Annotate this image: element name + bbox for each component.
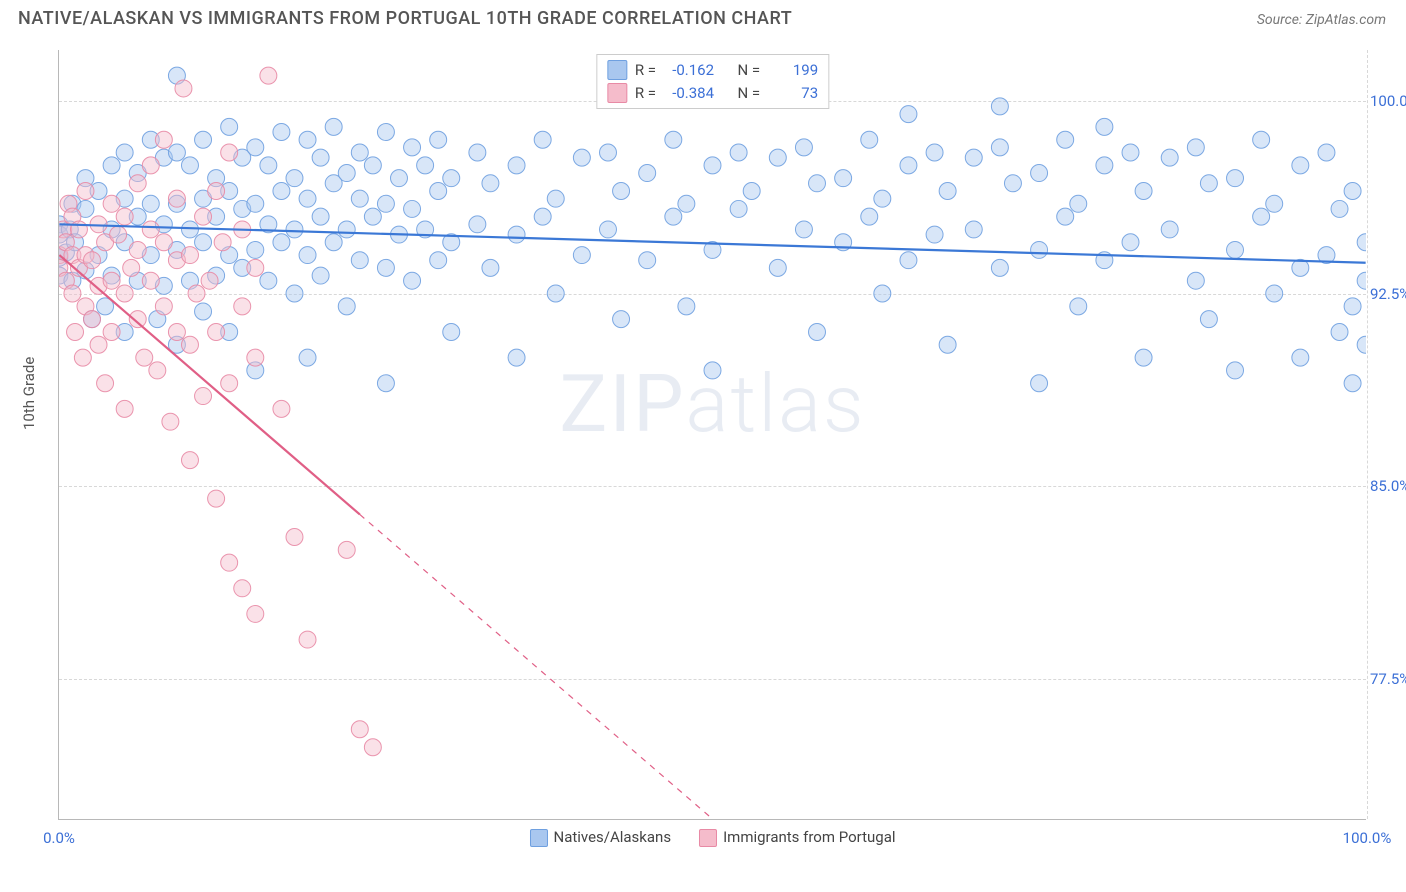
legend-swatch-blue-icon <box>529 829 547 847</box>
r-value-1: -0.162 <box>664 59 714 82</box>
swatch-blue-icon <box>607 60 627 80</box>
legend-swatch-pink-icon <box>699 829 717 847</box>
legend-bottom: Natives/Alaskans Immigrants from Portuga… <box>529 828 895 847</box>
y-tick-label: 92.5% <box>1370 285 1406 303</box>
y-tick-label: 85.0% <box>1370 477 1406 495</box>
swatch-pink-icon <box>607 83 627 103</box>
y-tick-label: 77.5% <box>1370 670 1406 688</box>
stats-row-2: R = -0.384 N = 73 <box>607 82 818 105</box>
n-label: N = <box>738 59 761 82</box>
r-value-2: -0.384 <box>664 82 714 105</box>
legend-item-1: Natives/Alaskans <box>529 828 671 847</box>
y-axis-label: 10th Grade <box>20 357 38 430</box>
n-value-2: 73 <box>768 82 818 105</box>
r-label: R = <box>635 59 656 82</box>
stats-row-1: R = -0.162 N = 199 <box>607 59 818 82</box>
n-label: N = <box>738 82 761 105</box>
legend-label-1: Natives/Alaskans <box>553 828 671 846</box>
title-bar: NATIVE/ALASKAN VS IMMIGRANTS FROM PORTUG… <box>0 0 1406 33</box>
n-value-1: 199 <box>768 59 818 82</box>
legend-label-2: Immigrants from Portugal <box>723 828 895 846</box>
r-label: R = <box>635 82 656 105</box>
x-tick-label: 100.0% <box>1343 829 1392 847</box>
source-label: Source: ZipAtlas.com <box>1257 12 1386 28</box>
scatter-svg <box>59 50 1366 819</box>
y-tick-label: 100.0% <box>1370 92 1406 110</box>
x-tick-label: 0.0% <box>43 829 75 847</box>
chart-plot-area: ZIPatlas R = -0.162 N = 199 R = -0.384 N… <box>58 50 1366 820</box>
stats-legend-box: R = -0.162 N = 199 R = -0.384 N = 73 <box>596 54 829 109</box>
legend-item-2: Immigrants from Portugal <box>699 828 895 847</box>
chart-title: NATIVE/ALASKAN VS IMMIGRANTS FROM PORTUG… <box>18 8 792 29</box>
